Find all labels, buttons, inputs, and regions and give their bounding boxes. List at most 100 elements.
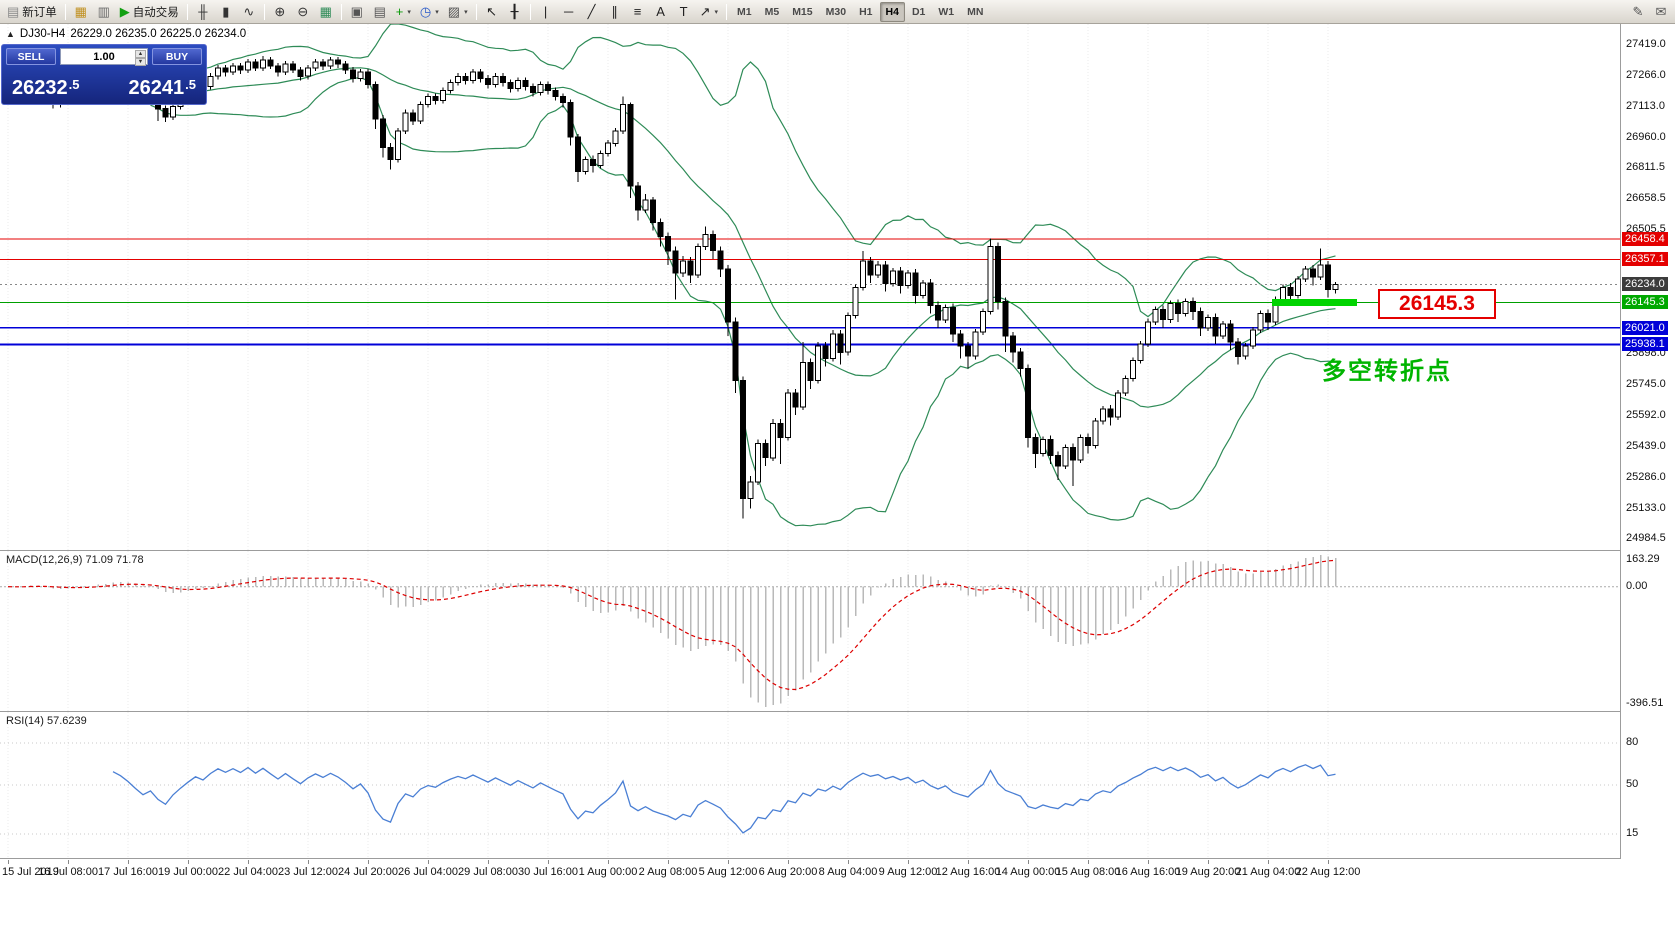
cascade-windows-icon[interactable]: ▣ [346,2,368,22]
arrows-icon[interactable]: ↗ ▾ [696,2,722,22]
vertical-line-icon[interactable]: | [535,2,557,22]
candle [1235,341,1241,357]
fibonacci-icon[interactable]: ≡ [627,2,649,22]
price-axis-label: 25133.0 [1626,502,1666,514]
candle [672,250,679,274]
candle [1017,351,1024,369]
templates-icon[interactable]: ▨ ▾ [444,2,472,22]
candle [777,422,784,438]
horizontal-line-icon[interactable]: ─ [558,2,580,22]
message-icon[interactable]: ✉ [1650,2,1672,22]
cascade-windows-icon: ▣ [350,4,363,19]
candle [342,63,349,71]
volume-up-button[interactable]: ▲ [135,50,146,58]
candle [305,67,311,77]
timeframe-mn[interactable]: MN [967,5,984,18]
candle [1010,335,1016,353]
candle [620,104,626,132]
price-axis[interactable]: 27419.0 27266.0 27113.0 26960.0 26811.5 26658… [1620,24,1675,859]
indicators-icon[interactable]: + ▾ [392,2,415,22]
timeframe-w1[interactable]: W1 [938,5,955,18]
timeframe-h1[interactable]: H1 [859,5,873,18]
candle [627,104,634,187]
trendline-icon: ╱ [587,4,596,19]
date-label: 22 Aug 12:00 [1295,866,1361,878]
collapse-quotes-button[interactable]: ▲ [6,29,15,39]
candle [1160,309,1166,321]
candle [1182,301,1189,315]
candle [897,270,904,286]
candle [380,118,386,148]
candle [1175,303,1181,315]
bar-chart-icon[interactable]: ╫ [192,2,214,22]
macd-histogram [14,555,1337,707]
macd-axis-max-label: 163.29 [1626,553,1660,565]
candle [500,75,506,83]
profiles-icon[interactable]: ▦ [70,2,92,22]
timeframe-m1[interactable]: M1 [737,5,752,18]
trendline-icon[interactable]: ╱ [581,2,603,22]
cursor-icon[interactable]: ↖ [481,2,503,22]
candle [642,199,649,211]
timeframe-m15[interactable]: M15 [792,5,813,18]
crosshair-icon[interactable]: ╂ [504,2,526,22]
candle [1220,323,1226,337]
candle [650,199,656,223]
date-label: 19 Aug 20:00 [1175,866,1241,878]
toolbar-separator [64,3,66,20]
zoom-in-icon[interactable]: ⊕ [269,2,291,22]
timeframe-m30[interactable]: M30 [825,5,847,18]
time-axis-tick [728,860,729,864]
text-label-icon[interactable]: T [673,2,695,22]
time-axis[interactable]: 15 Jul 2019 16 Jul 08:00 17 Jul 16:00 19 Ju… [0,859,1675,884]
volume-field[interactable]: 1.00 ▲ ▼ [60,48,148,66]
edit-icon[interactable]: ✎ [1627,2,1649,22]
macd-axis-min-label: -396.51 [1626,697,1664,709]
volume-down-button[interactable]: ▼ [135,58,146,66]
timeframe-h4[interactable]: H4 [879,1,905,22]
macd-panel-canvas[interactable] [0,551,1620,711]
timeframe-m5[interactable]: M5 [764,5,780,18]
candle [1310,268,1316,278]
zoom-out-icon[interactable]: ⊖ [292,2,314,22]
price-axis-label: 26811.5 [1626,161,1665,173]
price-axis-label: 26658.5 [1626,192,1666,204]
channel-icon[interactable]: ∥ [604,2,626,22]
tile-windows-icon[interactable]: ▦ [315,2,337,22]
candle [1167,303,1174,321]
line-chart-icon[interactable]: ∿ [238,2,260,22]
market-watch-icon[interactable]: ▥ [93,2,115,22]
candles-series [5,56,1339,519]
arrange-windows-icon[interactable]: ▤ [369,2,391,22]
sell-price: 26232.5 [12,77,79,100]
candlestick-chart-icon[interactable]: ▮ [215,2,237,22]
candle [665,236,671,252]
buy-button[interactable]: BUY [152,48,202,65]
timeframe-d1[interactable]: D1 [911,5,926,18]
rsi-panel-canvas[interactable] [0,712,1620,858]
text-icon[interactable]: A [650,2,672,22]
candle [927,282,934,307]
candle [980,311,986,333]
candle [1025,368,1031,438]
candle [215,67,221,77]
buy-price-main: 26241 [128,77,185,99]
new-order-button[interactable]: ▤ 新订单 [3,2,61,22]
rsi-axis-label: 50 [1626,778,1639,790]
candle [965,345,971,357]
main-chart-canvas[interactable] [0,24,1620,550]
time-axis-tick [548,860,549,864]
indicators-icon: + [395,4,404,19]
candle [282,63,289,73]
time-axis-tick [308,860,309,864]
sell-button[interactable]: SELL [6,48,56,65]
candle [275,65,281,73]
candle [402,112,409,132]
periods-icon[interactable]: ◷ ▾ [416,2,443,22]
time-axis-tick [908,860,909,864]
candle [635,185,641,211]
auto-trading-button[interactable]: ▶ 自动交易 [116,2,183,22]
candle [597,152,604,167]
candle [432,96,439,102]
market-watch-icon: ▥ [97,4,110,19]
